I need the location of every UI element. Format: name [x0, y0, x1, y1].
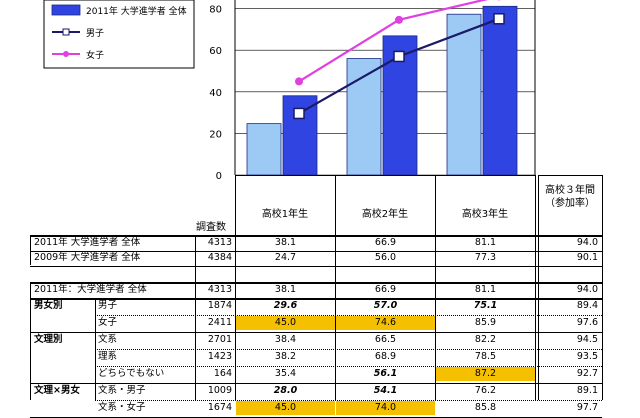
row-count: 1423 [196, 350, 232, 364]
count-header: 調査数 [196, 221, 232, 235]
value-cell: 74.6 [336, 316, 435, 330]
value-cell: 81.1 [436, 283, 535, 297]
value-cell: 76.2 [436, 384, 535, 398]
row-label: 2011年 大学進学者 全体 [34, 236, 200, 250]
point [294, 108, 304, 118]
value-cell: 28.0 [236, 384, 335, 398]
row-divider [538, 175, 602, 176]
y-tick-label: 20 [209, 129, 222, 140]
point [295, 77, 303, 85]
row-label: 文系 [98, 333, 200, 347]
column-divider [602, 175, 603, 400]
value-cell: 75.1 [436, 299, 535, 313]
point [394, 51, 404, 61]
legend-marker [63, 51, 69, 57]
column-divider [95, 298, 96, 400]
column-header: 高校3年生 [435, 208, 535, 221]
group-label: 文理別 [34, 333, 96, 347]
bar [447, 14, 481, 175]
row-divider [30, 266, 602, 267]
row-label: 男子 [98, 299, 200, 313]
value-cell: 57.0 [336, 299, 435, 313]
point [395, 16, 403, 24]
legend-label: 女子 [86, 49, 104, 61]
plot-area: 0 20 40 60 80 [209, 0, 535, 180]
row-label: 文系・男子 [98, 384, 200, 398]
value-cell: 66.9 [336, 236, 435, 250]
row-label: 女子 [98, 316, 200, 330]
column-header-participation: 高校３年間 （参加率） [538, 184, 602, 210]
bar [283, 96, 317, 175]
value-cell: 35.4 [236, 367, 335, 381]
column-header: 高校1年生 [235, 208, 335, 221]
value-cell: 81.1 [436, 236, 535, 250]
row-count: 1874 [196, 299, 232, 313]
row-count: 164 [196, 367, 232, 381]
row-count: 2701 [196, 333, 232, 347]
participation-cell: 90.1 [538, 251, 598, 265]
value-cell: 74.0 [336, 401, 435, 415]
value-cell: 38.1 [236, 283, 335, 297]
row-count: 2411 [196, 316, 232, 330]
participation-cell: 97.6 [538, 316, 598, 330]
group-label: 男女別 [34, 299, 96, 313]
legend-swatch [52, 5, 80, 15]
y-tick-label: 40 [209, 88, 222, 99]
value-cell: 54.1 [336, 384, 435, 398]
legend-label: 男子 [86, 28, 104, 39]
value-cell: 78.5 [436, 350, 535, 364]
value-cell: 82.2 [436, 333, 535, 347]
column-divider [30, 235, 31, 265]
bar [483, 6, 517, 175]
participation-cell: 93.5 [538, 350, 598, 364]
value-cell: 87.2 [436, 367, 535, 381]
y-tick-label: 80 [209, 5, 222, 16]
row-label: どちらでもない [98, 367, 200, 381]
participation-cell: 94.0 [538, 283, 598, 297]
row-label: 文系・女子 [98, 401, 200, 415]
participation-cell: 92.7 [538, 367, 598, 381]
value-cell: 56.0 [336, 251, 435, 265]
participation-cell: 89.4 [538, 299, 598, 313]
row-count: 4313 [196, 283, 232, 297]
value-cell: 38.2 [236, 350, 335, 364]
y-tick-label: 60 [209, 46, 222, 57]
row-label: 2011年：大学進学者 全体 [34, 283, 200, 297]
value-cell: 66.5 [336, 333, 435, 347]
column-header: 高校2年生 [335, 208, 435, 221]
value-cell: 24.7 [236, 251, 335, 265]
value-cell: 85.9 [436, 316, 535, 330]
value-cell: 77.3 [436, 251, 535, 265]
legend-label: 2011年 大学進学者 全体 [86, 5, 187, 17]
participation-cell: 89.1 [538, 384, 598, 398]
row-count: 4313 [196, 236, 232, 250]
row-divider [235, 175, 535, 176]
group-label: 文理×男女 [34, 384, 96, 398]
participation-cell: 94.0 [538, 236, 598, 250]
value-cell: 45.0 [236, 401, 335, 415]
value-cell: 85.8 [436, 401, 535, 415]
participation-cell: 97.7 [538, 401, 598, 415]
value-cell: 29.6 [236, 299, 335, 313]
y-tick-label: 0 [216, 171, 222, 180]
participation-cell: 94.5 [538, 333, 598, 347]
row-count: 4384 [196, 251, 232, 265]
row-count: 1009 [196, 384, 232, 398]
point [494, 14, 504, 24]
row-count: 1674 [196, 401, 232, 415]
legend-marker [63, 29, 69, 35]
row-label: 理系 [98, 350, 200, 364]
row-label: 2009年 大学進学者 全体 [34, 251, 200, 265]
value-cell: 38.1 [236, 236, 335, 250]
value-cell: 56.1 [336, 367, 435, 381]
value-cell: 68.9 [336, 350, 435, 364]
value-cell: 45.0 [236, 316, 335, 330]
value-cell: 38.4 [236, 333, 335, 347]
bar [247, 124, 281, 175]
value-cell: 66.9 [336, 283, 435, 297]
